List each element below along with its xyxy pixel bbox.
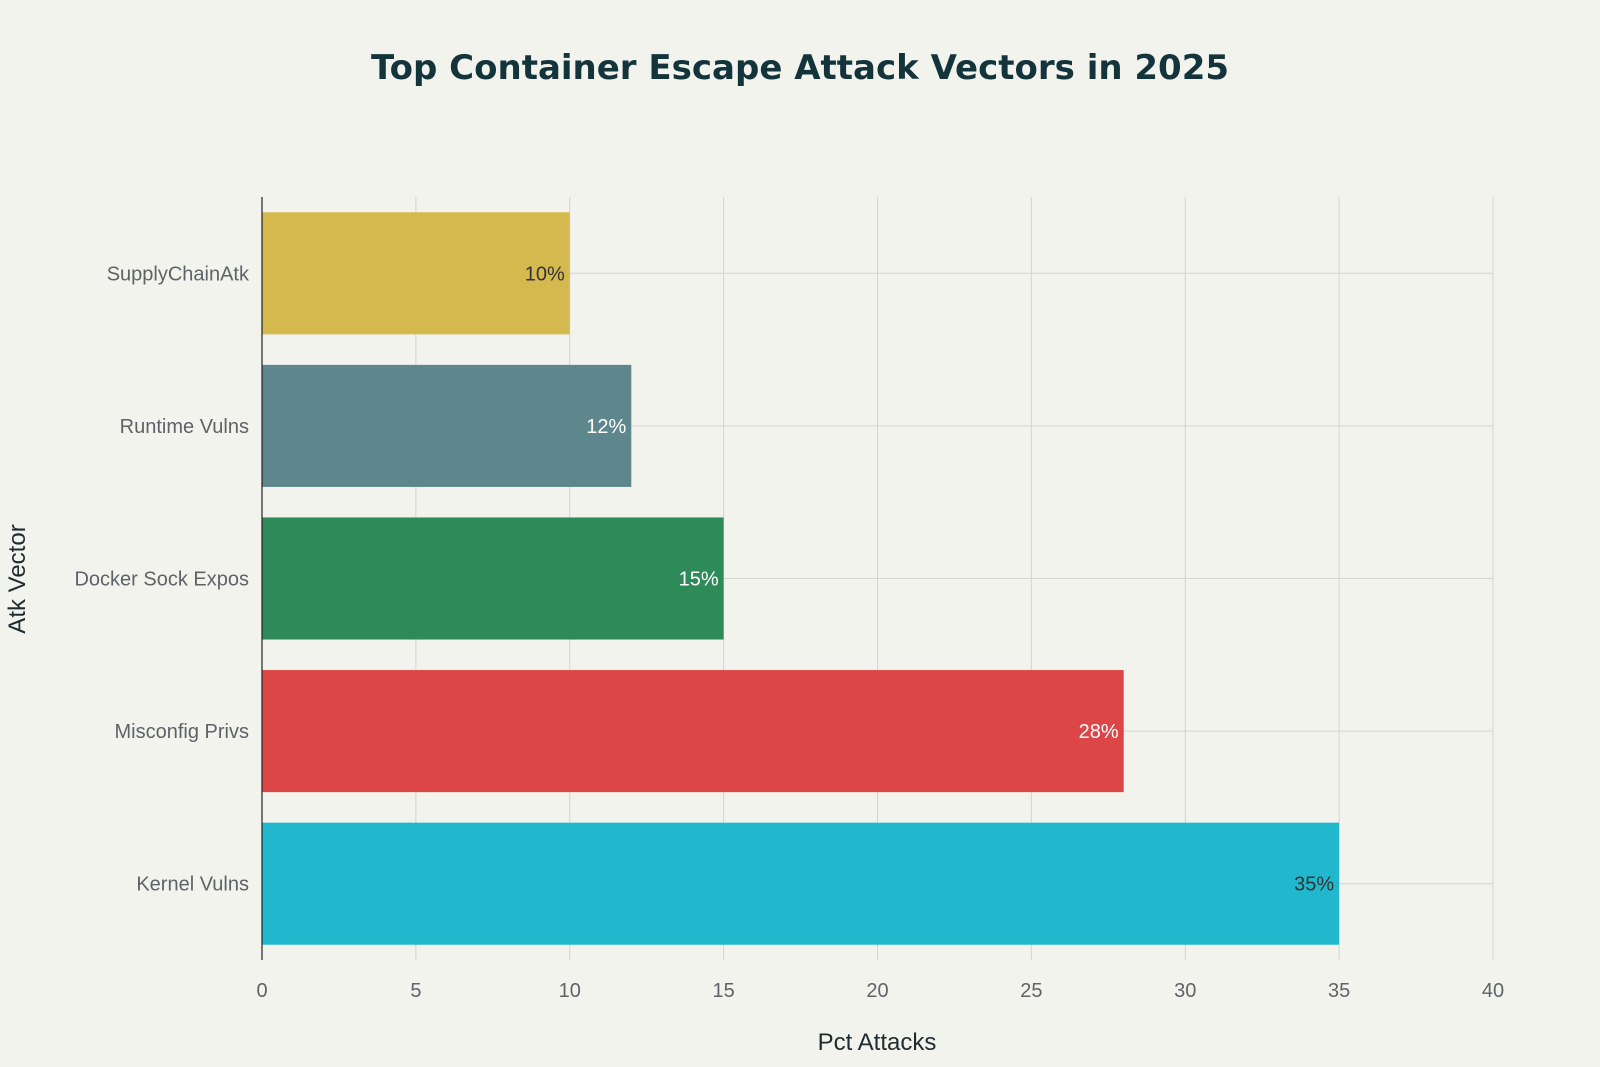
- y-tick-label: SupplyChainAtk: [107, 263, 250, 285]
- bar: [262, 670, 1124, 793]
- bar: [262, 364, 632, 487]
- data-labels: 35% 28% 15% 12% 10%: [525, 263, 1335, 895]
- bar: [262, 822, 1340, 945]
- x-tick-label: 35: [1328, 980, 1350, 1002]
- y-axis-categories: Kernel Vulns Misconfig Privs Docker Sock E…: [74, 263, 250, 895]
- bar: [262, 212, 570, 335]
- data-label: 12%: [586, 416, 626, 438]
- y-tick-label: Kernel Vulns: [136, 874, 249, 896]
- chart-title: Top Container Escape Attack Vectors in 2…: [371, 48, 1229, 88]
- data-label: 35%: [1294, 874, 1334, 896]
- x-axis-ticks: 0 5 10 15 20 25 30 35 40: [256, 980, 1504, 1002]
- x-tick-label: 15: [713, 980, 735, 1002]
- bars: [262, 212, 1340, 945]
- x-axis-title: Pct Attacks: [818, 1029, 937, 1056]
- x-tick-label: 5: [410, 980, 421, 1002]
- data-label: 28%: [1079, 721, 1119, 743]
- y-tick-label: Docker Sock Expos: [74, 569, 249, 591]
- data-label: 10%: [525, 263, 565, 285]
- x-tick-label: 30: [1174, 980, 1196, 1002]
- x-tick-label: 10: [559, 980, 581, 1002]
- x-tick-label: 40: [1482, 980, 1504, 1002]
- x-tick-label: 25: [1020, 980, 1042, 1002]
- bar: [262, 517, 724, 640]
- y-tick-label: Misconfig Privs: [115, 721, 249, 743]
- data-label: 15%: [679, 569, 719, 591]
- x-tick-label: 0: [256, 980, 267, 1002]
- x-tick-label: 20: [866, 980, 888, 1002]
- y-axis-title: Atk Vector: [4, 524, 31, 633]
- y-tick-label: Runtime Vulns: [120, 416, 249, 438]
